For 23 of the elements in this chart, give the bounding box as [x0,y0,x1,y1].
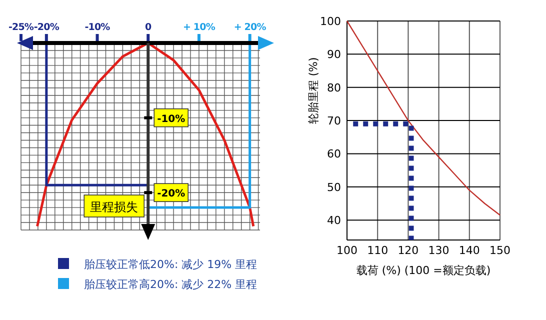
legend-label: 胎压较正常低20%: 减少 19% 里程 [84,258,258,271]
y-axis-title: 里程损失 [90,200,138,214]
x-tick-label: 130 [428,244,450,257]
x-tick-label: 100 [336,244,358,257]
y-tick-label: 40 [327,214,341,228]
x-tick-label: -10% [84,22,111,33]
legend-label: 胎压较正常高20%: 减少 22% 里程 [84,278,258,291]
y-tick-label: 50 [327,180,341,194]
x-tick-label: -25% [8,22,34,33]
y-tick-label: 80 [327,81,341,94]
x-tick-label: 120 [398,244,419,257]
y-tick-label: 60 [327,148,341,161]
y-tick-label: 90 [327,48,341,62]
x-tick-label: 110 [367,244,388,257]
x-axis-title: 载荷 (%) (100 =额定负载) [356,264,491,277]
x-tick-label: + 10% [182,22,216,33]
y-tick-label: 70 [327,114,341,128]
x-tick-label: 140 [458,244,480,257]
x-tick-label: 150 [490,244,510,257]
y-axis-title: 轮胎里程 (%) [307,57,320,124]
x-tick-label: -20% [34,22,60,33]
x-tick-label: 0 [145,22,152,33]
x-tick-label: + 20% [234,22,267,33]
